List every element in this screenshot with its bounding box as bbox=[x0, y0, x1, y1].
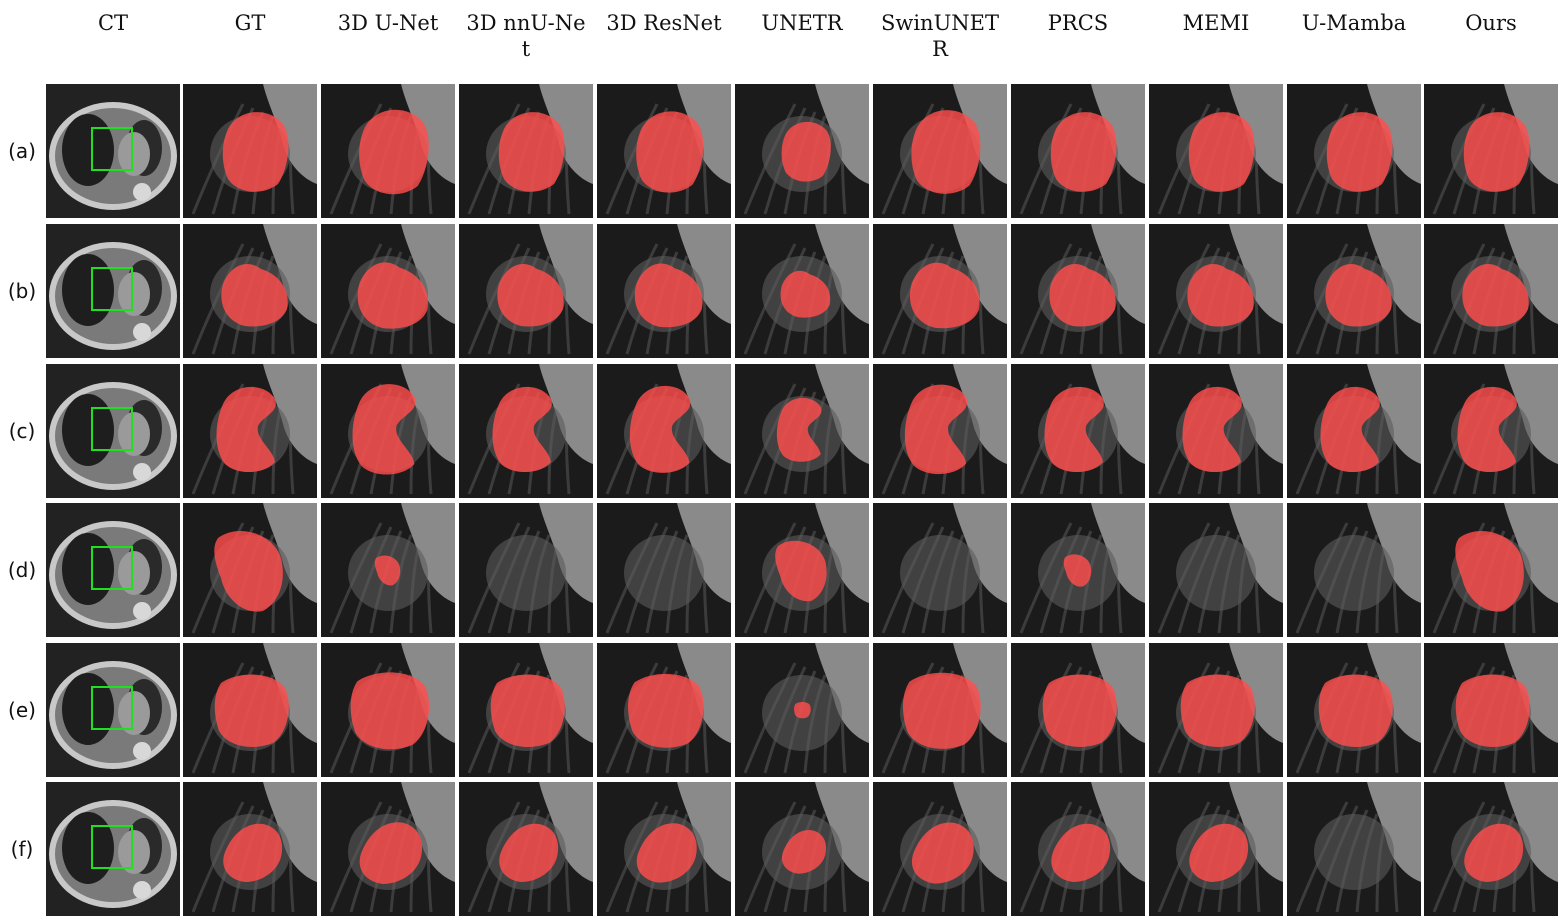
column-header-label: 3D nnU-Net bbox=[466, 11, 586, 61]
segmentation-crop-image bbox=[1424, 224, 1558, 358]
segmentation-crop-image bbox=[183, 503, 317, 637]
segmentation-crop-image bbox=[321, 643, 455, 777]
segmentation-crop-image bbox=[735, 224, 869, 358]
segmentation-crop-image bbox=[183, 643, 317, 777]
column-header: 3D U-Net bbox=[320, 10, 456, 80]
segmentation-crop-image bbox=[1149, 364, 1283, 498]
segmentation-crop-image bbox=[183, 364, 317, 498]
column-header: SwinUNETR bbox=[872, 10, 1008, 80]
segmentation-crop-image bbox=[183, 84, 317, 218]
segmentation-crop-image bbox=[1011, 782, 1145, 916]
segmentation-crop-image bbox=[1424, 503, 1558, 637]
column-header: U-Mamba bbox=[1286, 10, 1422, 80]
segmentation-crop-image bbox=[873, 643, 1007, 777]
segmentation-crop-image bbox=[1011, 503, 1145, 637]
segmentation-crop-image bbox=[321, 224, 455, 358]
ct-overview-image bbox=[46, 364, 180, 498]
segmentation-crop-image bbox=[597, 84, 731, 218]
segmentation-crop-image bbox=[1011, 84, 1145, 218]
segmentation-crop-image bbox=[735, 84, 869, 218]
segmentation-crop-image bbox=[873, 224, 1007, 358]
segmentation-crop-image bbox=[1011, 224, 1145, 358]
segmentation-crop-image bbox=[873, 84, 1007, 218]
column-header: Ours bbox=[1423, 10, 1559, 80]
segmentation-crop-image bbox=[1287, 503, 1421, 637]
segmentation-crop-image bbox=[597, 364, 731, 498]
column-header-label: CT bbox=[97, 11, 129, 35]
ct-overview-image bbox=[46, 224, 180, 358]
segmentation-crop-image bbox=[1149, 224, 1283, 358]
segmentation-crop-image bbox=[1424, 84, 1558, 218]
column-header-label: MEMI bbox=[1182, 11, 1250, 35]
segmentation-crop-image bbox=[1287, 643, 1421, 777]
segmentation-crop-image bbox=[321, 364, 455, 498]
segmentation-crop-image bbox=[1149, 503, 1283, 637]
segmentation-crop-image bbox=[1149, 782, 1283, 916]
segmentation-crop-image bbox=[459, 224, 593, 358]
segmentation-crop-image bbox=[1424, 643, 1558, 777]
column-header: 3D ResNet bbox=[596, 10, 732, 80]
ct-overview-image bbox=[46, 84, 180, 218]
segmentation-crop-image bbox=[1149, 84, 1283, 218]
segmentation-crop-image bbox=[1011, 643, 1145, 777]
column-header: UNETR bbox=[734, 10, 870, 80]
segmentation-crop-image bbox=[321, 84, 455, 218]
column-header-label: UNETR bbox=[761, 11, 843, 35]
column-header: CT bbox=[45, 10, 181, 80]
column-header: 3D nnU-Net bbox=[458, 10, 594, 80]
segmentation-crop-image bbox=[183, 782, 317, 916]
segmentation-crop-image bbox=[735, 503, 869, 637]
segmentation-crop-image bbox=[1287, 364, 1421, 498]
segmentation-crop-image bbox=[321, 503, 455, 637]
row-label: (d) bbox=[7, 558, 37, 582]
segmentation-crop-image bbox=[735, 364, 869, 498]
segmentation-crop-image bbox=[597, 643, 731, 777]
segmentation-crop-image bbox=[321, 782, 455, 916]
segmentation-crop-image bbox=[459, 503, 593, 637]
segmentation-crop-image bbox=[1011, 364, 1145, 498]
ct-overview-image bbox=[46, 643, 180, 777]
row-label: (a) bbox=[8, 139, 36, 163]
segmentation-crop-image bbox=[873, 364, 1007, 498]
column-header: MEMI bbox=[1148, 10, 1284, 80]
segmentation-crop-image bbox=[459, 84, 593, 218]
ct-overview-image bbox=[46, 503, 180, 637]
segmentation-crop-image bbox=[873, 503, 1007, 637]
column-header-label: Ours bbox=[1465, 11, 1517, 35]
column-header-label: PRCS bbox=[1047, 11, 1109, 35]
column-header-label: U-Mamba bbox=[1301, 11, 1407, 35]
segmentation-crop-image bbox=[1424, 364, 1558, 498]
segmentation-crop-image bbox=[735, 643, 869, 777]
segmentation-crop-image bbox=[597, 224, 731, 358]
row-label: (c) bbox=[8, 419, 36, 443]
ct-overview-image bbox=[46, 782, 180, 916]
segmentation-crop-image bbox=[1149, 643, 1283, 777]
segmentation-crop-image bbox=[1424, 782, 1558, 916]
row-label: (e) bbox=[8, 698, 36, 722]
column-header: GT bbox=[182, 10, 318, 80]
column-header-label: SwinUNETR bbox=[880, 11, 999, 61]
segmentation-crop-image bbox=[1287, 84, 1421, 218]
column-header-label: 3D ResNet bbox=[606, 11, 722, 35]
segmentation-crop-image bbox=[597, 782, 731, 916]
segmentation-crop-image bbox=[735, 782, 869, 916]
row-label: (b) bbox=[7, 279, 37, 303]
segmentation-crop-image bbox=[1287, 782, 1421, 916]
segmentation-crop-image bbox=[183, 224, 317, 358]
column-header: PRCS bbox=[1010, 10, 1146, 80]
segmentation-crop-image bbox=[459, 364, 593, 498]
segmentation-crop-image bbox=[459, 782, 593, 916]
column-header-label: 3D U-Net bbox=[337, 11, 439, 35]
column-header-label: GT bbox=[234, 11, 266, 35]
segmentation-crop-image bbox=[873, 782, 1007, 916]
row-label: (f) bbox=[10, 837, 34, 861]
segmentation-crop-image bbox=[597, 503, 731, 637]
segmentation-crop-image bbox=[1287, 224, 1421, 358]
segmentation-crop-image bbox=[459, 643, 593, 777]
